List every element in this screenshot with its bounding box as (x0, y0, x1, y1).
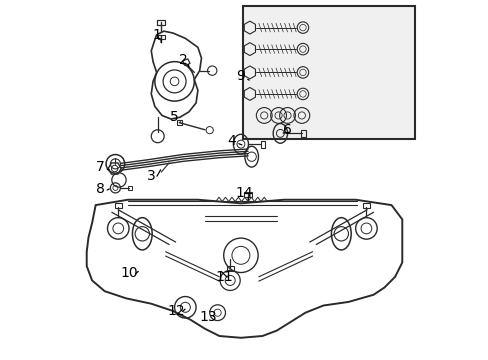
Bar (242, 6, 414, 139)
Bar (362, 203, 369, 208)
Bar (301, 130, 305, 137)
Text: 11: 11 (216, 270, 233, 284)
Text: 3: 3 (146, 170, 155, 183)
Text: 12: 12 (167, 304, 185, 318)
Text: 9: 9 (236, 69, 245, 83)
Bar (115, 203, 122, 208)
Text: 14: 14 (235, 185, 253, 199)
Text: 13: 13 (200, 310, 217, 324)
Bar (244, 192, 251, 197)
Bar (158, 35, 164, 39)
Bar (177, 120, 182, 125)
Bar (226, 266, 233, 271)
Bar (260, 140, 264, 148)
Text: 8: 8 (96, 182, 104, 196)
Text: 7: 7 (96, 161, 104, 175)
Text: 10: 10 (120, 266, 138, 280)
Bar (157, 21, 164, 25)
Text: 6: 6 (283, 123, 291, 137)
Bar (128, 186, 131, 190)
Text: 4: 4 (227, 134, 236, 148)
Text: 2: 2 (179, 53, 187, 67)
Text: 5: 5 (170, 110, 179, 124)
Text: 1: 1 (152, 28, 161, 42)
